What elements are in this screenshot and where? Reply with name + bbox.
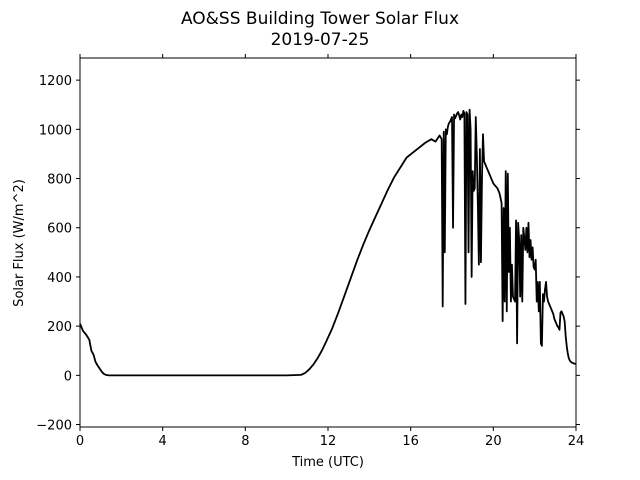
y-tick-label: 400 xyxy=(47,271,72,286)
y-axis-ticks: −200 0 200 400 600 800 1000 1200 xyxy=(36,74,580,434)
x-tick-label: 4 xyxy=(159,434,167,449)
y-tick-label: −200 xyxy=(36,419,72,434)
x-axis-ticks: 0 4 8 12 16 20 24 xyxy=(76,54,584,449)
x-tick-label: 20 xyxy=(485,434,502,449)
y-tick-label: 600 xyxy=(47,222,72,237)
y-tick-label: 0 xyxy=(64,369,72,384)
y-tick-label: 200 xyxy=(47,320,72,335)
chart-title: AO&SS Building Tower Solar Flux xyxy=(181,9,459,29)
y-tick-label: 800 xyxy=(47,173,72,188)
y-axis-label: Solar Flux (W/m^2) xyxy=(12,179,27,307)
y-tick-label: 1000 xyxy=(39,123,72,138)
y-tick-label: 1200 xyxy=(39,74,72,89)
x-tick-label: 12 xyxy=(320,434,337,449)
x-axis-label: Time (UTC) xyxy=(291,455,364,470)
chart-subtitle: 2019-07-25 xyxy=(271,30,370,50)
x-tick-label: 8 xyxy=(241,434,249,449)
x-tick-label: 0 xyxy=(76,434,84,449)
x-tick-label: 16 xyxy=(402,434,419,449)
x-tick-label: 24 xyxy=(568,434,585,449)
series-line-solar-flux xyxy=(79,108,577,377)
